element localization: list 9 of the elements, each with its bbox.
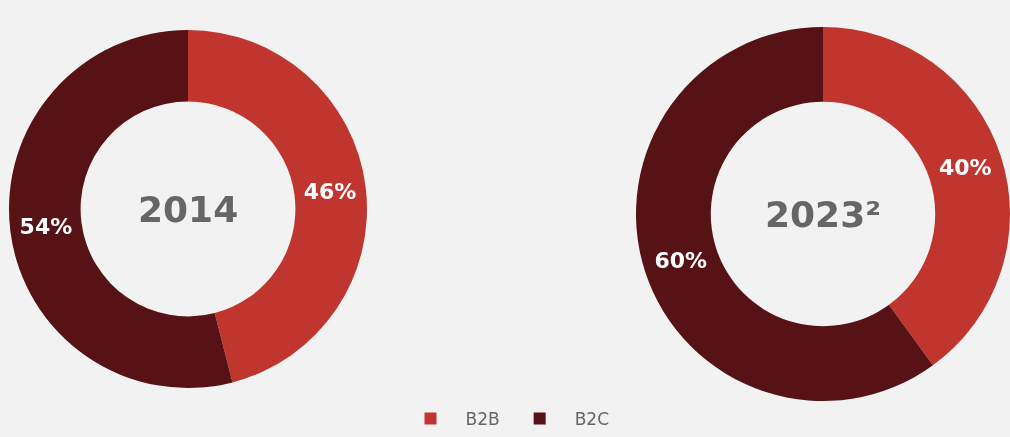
data-label: 54% [19,214,73,240]
donut-slice [636,27,933,401]
legend-label: B2C [574,409,610,430]
data-label: 40% [938,155,992,181]
text: 2014 [138,189,239,230]
legend-label: B2B [465,409,500,430]
data-label: 46% [303,178,357,204]
data-label: 60% [654,247,708,273]
text: 2023² [765,194,881,235]
